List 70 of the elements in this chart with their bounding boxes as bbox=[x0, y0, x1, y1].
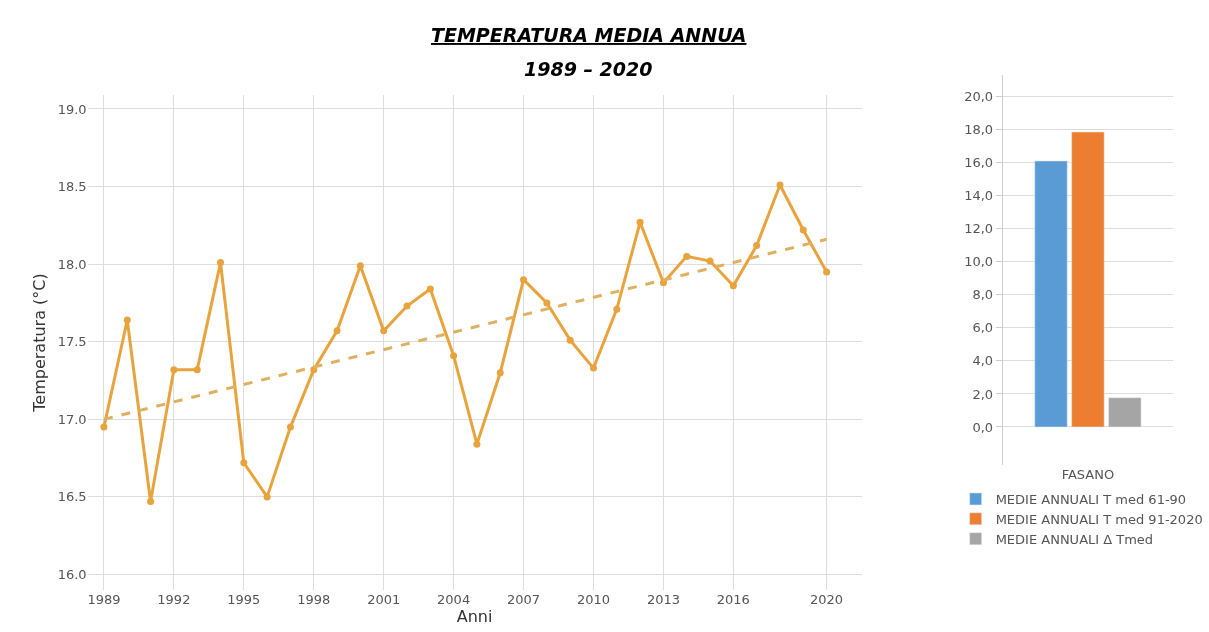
y-tick-label: 17.5 bbox=[57, 334, 87, 350]
y-tick-label: 18.5 bbox=[57, 179, 87, 195]
y-tick-label: 0,0 bbox=[972, 419, 994, 435]
y-tick-label: 19.0 bbox=[57, 101, 87, 117]
point bbox=[799, 226, 807, 234]
chart-title: TEMPERATURA MEDIA ANNUA bbox=[431, 24, 747, 46]
x-axis-title: Anni bbox=[456, 607, 493, 626]
point bbox=[263, 493, 271, 501]
point bbox=[706, 257, 714, 265]
point bbox=[403, 302, 411, 310]
legend-label: MEDIE ANNUALI Δ Tmed bbox=[995, 531, 1154, 547]
y-tick-label: 16.0 bbox=[57, 567, 87, 583]
point bbox=[217, 259, 224, 267]
x-tick-label: 2001 bbox=[367, 592, 401, 607]
bar bbox=[1071, 131, 1105, 428]
y-tick-label: 6,0 bbox=[972, 320, 994, 336]
legend-label: MEDIE ANNUALI T med 91-2020 bbox=[995, 511, 1203, 527]
point bbox=[683, 252, 691, 260]
point bbox=[753, 242, 761, 250]
x-tick-label: 2010 bbox=[576, 592, 611, 607]
point bbox=[426, 285, 434, 293]
y-tick-label: 16,0 bbox=[964, 155, 994, 171]
chart-subtitle: 1989 – 2020 bbox=[524, 58, 653, 80]
point bbox=[450, 352, 458, 360]
point bbox=[613, 305, 621, 313]
point bbox=[823, 268, 831, 276]
point bbox=[636, 218, 644, 226]
point bbox=[520, 276, 528, 284]
bar bbox=[1108, 397, 1142, 428]
y-tick-label: 17.0 bbox=[57, 411, 87, 427]
y-tick-label: 18.0 bbox=[57, 256, 87, 272]
point bbox=[356, 262, 364, 270]
point bbox=[193, 366, 201, 374]
point bbox=[380, 327, 388, 335]
legend-label: MEDIE ANNUALI T med 61-90 bbox=[995, 491, 1187, 507]
bar bbox=[1034, 160, 1068, 428]
point bbox=[473, 440, 481, 448]
y-tick-label: 10,0 bbox=[964, 254, 994, 270]
x-tick-label: 1998 bbox=[297, 592, 331, 607]
y-tick-label: 18,0 bbox=[964, 122, 994, 138]
point bbox=[496, 369, 504, 377]
x-tick-label: 2020 bbox=[810, 592, 844, 607]
y-axis-title: Temperatura (°C) bbox=[29, 273, 49, 413]
point bbox=[776, 181, 784, 189]
point bbox=[333, 327, 341, 335]
x-tick-label: 1995 bbox=[227, 592, 261, 607]
point bbox=[240, 459, 248, 467]
point bbox=[100, 423, 108, 431]
point bbox=[123, 316, 131, 324]
y-tick-label: 2,0 bbox=[972, 386, 994, 402]
point bbox=[566, 336, 574, 344]
point bbox=[170, 366, 178, 374]
y-tick-label: 8,0 bbox=[972, 287, 994, 303]
point bbox=[286, 423, 294, 431]
y-tick-label: 4,0 bbox=[972, 353, 994, 369]
x-tick-label: 1989 bbox=[87, 592, 121, 607]
y-tick-label: 12,0 bbox=[964, 221, 994, 237]
point bbox=[729, 282, 737, 290]
x-tick-label: 2016 bbox=[716, 592, 750, 607]
y-tick-label: 20,0 bbox=[964, 89, 994, 105]
x-tick-label: 2007 bbox=[507, 592, 541, 607]
y-tick-label: 14,0 bbox=[964, 188, 994, 204]
y-tick-label: 16.5 bbox=[57, 489, 87, 505]
point bbox=[589, 364, 597, 372]
x-tick-label: 2013 bbox=[646, 592, 680, 607]
x-tick-label: 1992 bbox=[157, 592, 191, 607]
x-tick-label: FASANO bbox=[1061, 467, 1115, 482]
x-tick-label: 2004 bbox=[437, 592, 471, 607]
point bbox=[543, 299, 551, 307]
point bbox=[147, 498, 155, 506]
